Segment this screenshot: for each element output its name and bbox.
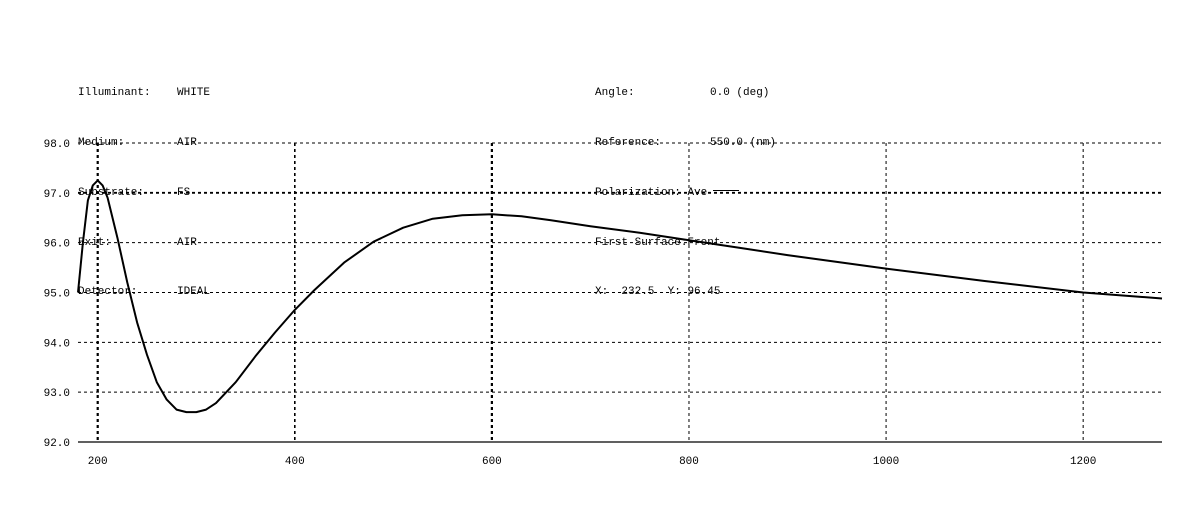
x-tick-label: 1000 bbox=[873, 456, 899, 468]
y-tick-labels: 92.0 93.0 94.0 95.0 96.0 97.0 98.0 bbox=[44, 139, 70, 450]
exit-label: Exit: bbox=[78, 236, 112, 249]
medium-label: Medium: bbox=[78, 136, 125, 149]
y-tick-label: 98.0 bbox=[44, 139, 70, 151]
illuminant-row: Illuminant: WHITE bbox=[78, 85, 210, 102]
series-line-ave bbox=[77, 179, 1163, 414]
angle-row: Angle: 0.0 (deg) bbox=[595, 85, 776, 102]
y-tick-label: 92.0 bbox=[44, 438, 70, 450]
substrate-row: Substrate: FS bbox=[78, 185, 210, 202]
legend-line-swatch bbox=[713, 190, 740, 192]
y-tick-label: 93.0 bbox=[44, 388, 70, 400]
x-tick-labels: 200 400 600 800 1000 1200 bbox=[88, 456, 1097, 468]
substrate-label: Substrate: bbox=[78, 186, 145, 199]
y-tick-label: 94.0 bbox=[44, 338, 70, 350]
illuminant-value: WHITE bbox=[177, 87, 211, 100]
detector-row: Detector: IDEAL bbox=[78, 284, 210, 301]
angle-value: 0.0 (deg) bbox=[710, 87, 770, 100]
x-tick-label: 800 bbox=[679, 456, 699, 468]
major-grid-lines bbox=[78, 143, 1162, 442]
angle-label: Angle: bbox=[595, 87, 635, 100]
y-tick-label: 95.0 bbox=[44, 289, 70, 301]
x-tick-label: 1200 bbox=[1070, 456, 1096, 468]
grid-lines bbox=[78, 142, 1162, 443]
detector-label: Detector: bbox=[78, 286, 138, 299]
substrate-value: FS bbox=[177, 186, 191, 199]
reference-label: Reference: bbox=[595, 136, 662, 149]
x-tick-label: 400 bbox=[285, 456, 305, 468]
y-tick-label: 96.0 bbox=[44, 239, 70, 251]
x-tick-label: 600 bbox=[482, 456, 502, 468]
illuminant-label: Illuminant: bbox=[78, 87, 151, 100]
y-tick-label: 97.0 bbox=[44, 189, 70, 201]
x-tick-label: 200 bbox=[88, 456, 108, 468]
